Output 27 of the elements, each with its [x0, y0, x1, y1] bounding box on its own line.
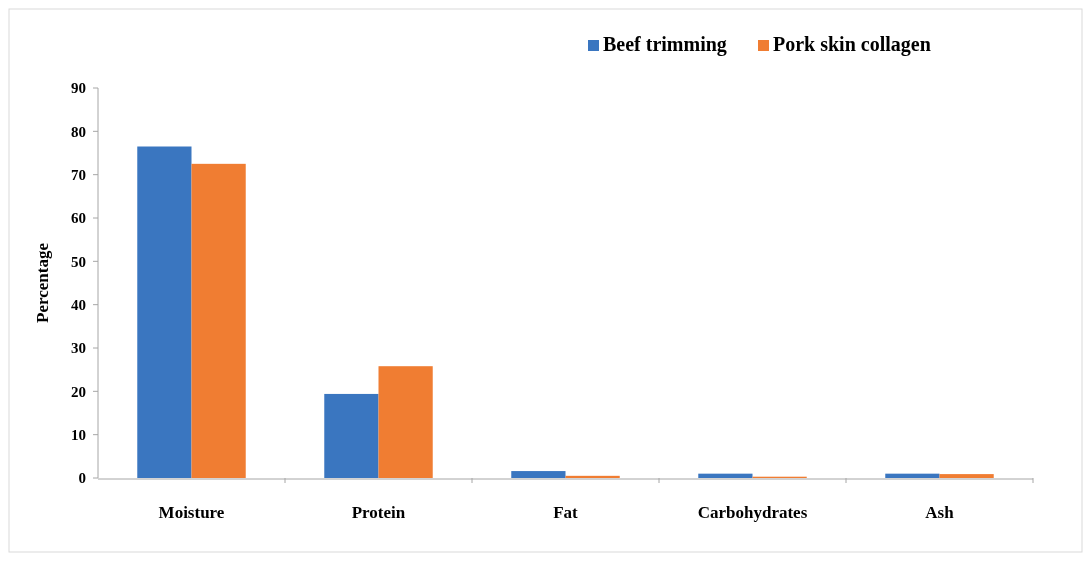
x-tick-label: Moisture — [158, 503, 225, 522]
bar — [698, 473, 753, 478]
bar — [939, 474, 994, 478]
legend-label: Pork skin collagen — [773, 33, 931, 56]
y-tick-label: 60 — [71, 210, 86, 227]
bar — [885, 473, 940, 478]
x-tick-label: Protein — [351, 503, 406, 522]
x-tick-label: Fat — [553, 503, 579, 522]
legend-label: Beef trimming — [603, 33, 727, 56]
y-tick-label: 0 — [78, 470, 86, 487]
y-tick-label: 80 — [71, 123, 86, 140]
bar — [565, 475, 620, 478]
y-axis-title: Percentage — [33, 242, 52, 323]
x-tick-label: Ash — [925, 503, 955, 522]
bar — [511, 471, 566, 478]
bar — [378, 366, 433, 478]
bar — [137, 146, 192, 478]
y-tick-label: 20 — [71, 383, 86, 400]
y-tick-label: 70 — [71, 166, 86, 183]
x-tick-label: Carbohydrates — [697, 503, 808, 522]
bar — [324, 393, 379, 478]
y-tick-label: 40 — [71, 296, 86, 313]
y-tick-label: 30 — [71, 340, 86, 357]
bar — [191, 163, 246, 478]
y-tick-label: 10 — [71, 426, 86, 443]
y-tick-label: 90 — [71, 80, 86, 97]
y-tick-label: 50 — [71, 253, 86, 270]
